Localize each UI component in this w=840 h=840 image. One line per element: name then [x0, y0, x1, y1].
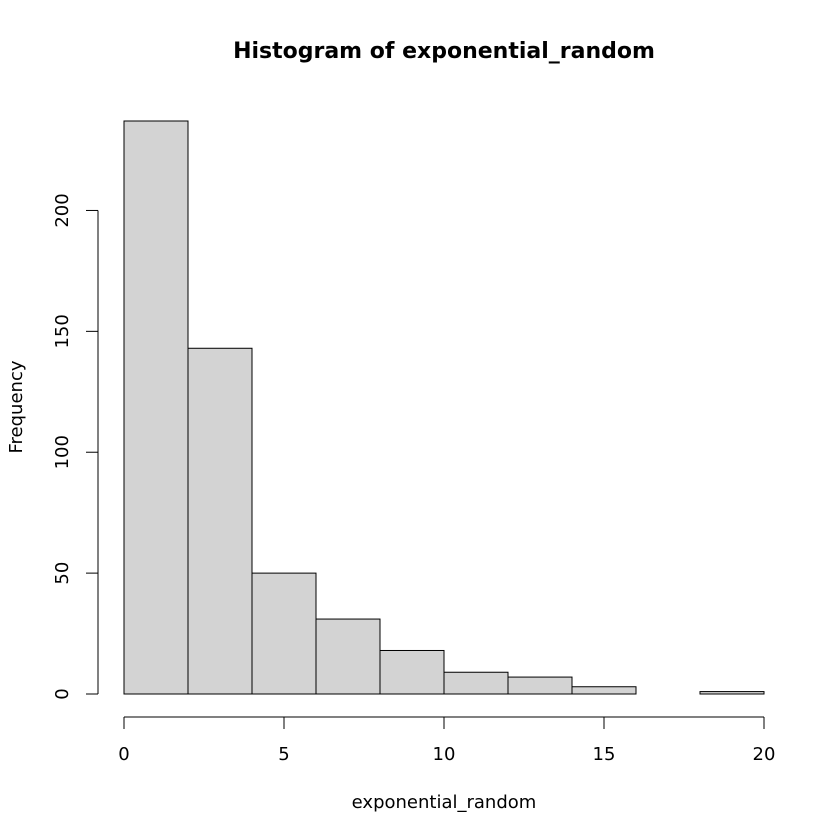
histogram-bar-0 [123, 120, 189, 695]
y-axis-label: Frequency [6, 360, 27, 453]
y-tick-label-2: 100 [52, 435, 73, 469]
y-tick-label-1: 50 [52, 562, 73, 585]
histogram-bar-9 [699, 691, 765, 695]
y-tick-label-3: 150 [52, 314, 73, 348]
x-tick-label-4: 20 [753, 744, 776, 765]
histogram-bar-2 [251, 572, 317, 695]
histogram-bar-5 [443, 671, 509, 695]
chart-title: Histogram of exponential_random [233, 39, 655, 64]
x-axis-label: exponential_random [352, 792, 537, 813]
x-tick-label-1: 5 [278, 744, 289, 765]
histogram-bar-7 [571, 686, 637, 695]
x-tick-label-0: 0 [118, 744, 129, 765]
x-tick-label-2: 10 [433, 744, 456, 765]
bars [123, 120, 765, 695]
histogram-bar-3 [315, 618, 381, 695]
y-tick-label-0: 0 [52, 688, 73, 699]
histogram-bar-1 [187, 347, 253, 695]
y-tick-label-4: 200 [52, 193, 73, 227]
histogram-bar-6 [507, 676, 573, 695]
x-tick-label-3: 15 [593, 744, 616, 765]
histogram-bar-4 [379, 649, 445, 695]
y-axis-ticks: 0 50 100 150 200 [52, 193, 98, 700]
x-axis-ticks: 0 5 10 15 20 [118, 717, 775, 765]
